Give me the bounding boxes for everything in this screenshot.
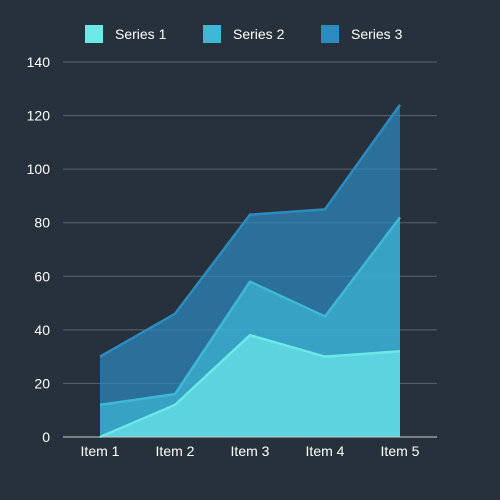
legend-swatch: [321, 25, 339, 43]
series-lines: [99, 104, 402, 439]
y-tick-labels: 0 20 40 60 80 100 120 140: [27, 54, 51, 445]
y-tick-label: 40: [34, 322, 50, 338]
y-tick-label: 80: [34, 215, 50, 231]
line-series-1: [99, 333, 401, 439]
y-tick-label: 140: [27, 54, 51, 70]
y-tick-label: 120: [27, 108, 51, 124]
legend-item-series-1[interactable]: Series 1: [85, 25, 167, 43]
legend: Series 1 Series 2 Series 3: [85, 25, 403, 43]
legend-label: Series 1: [115, 26, 167, 42]
x-tick-label: Item 4: [306, 443, 345, 459]
legend-item-series-3[interactable]: Series 3: [321, 25, 403, 43]
legend-label: Series 2: [233, 26, 285, 42]
y-tick-label: 60: [34, 268, 50, 284]
x-tick-label: Item 5: [381, 443, 420, 459]
y-tick-label: 20: [34, 375, 50, 391]
x-tick-label: Item 2: [156, 443, 195, 459]
legend-label: Series 3: [351, 26, 403, 42]
line-series-3: [99, 104, 402, 358]
series-areas: [100, 104, 400, 437]
x-tick-labels: Item 1 Item 2 Item 3 Item 4 Item 5: [81, 443, 420, 459]
line-series-2: [99, 216, 401, 407]
x-tick-label: Item 1: [81, 443, 120, 459]
legend-swatch: [203, 25, 221, 43]
y-tick-label: 0: [42, 429, 50, 445]
legend-swatch: [85, 25, 103, 43]
area-series-1: [100, 335, 400, 437]
legend-item-series-2[interactable]: Series 2: [203, 25, 285, 43]
x-tick-label: Item 3: [231, 443, 270, 459]
y-tick-label: 100: [27, 161, 51, 177]
